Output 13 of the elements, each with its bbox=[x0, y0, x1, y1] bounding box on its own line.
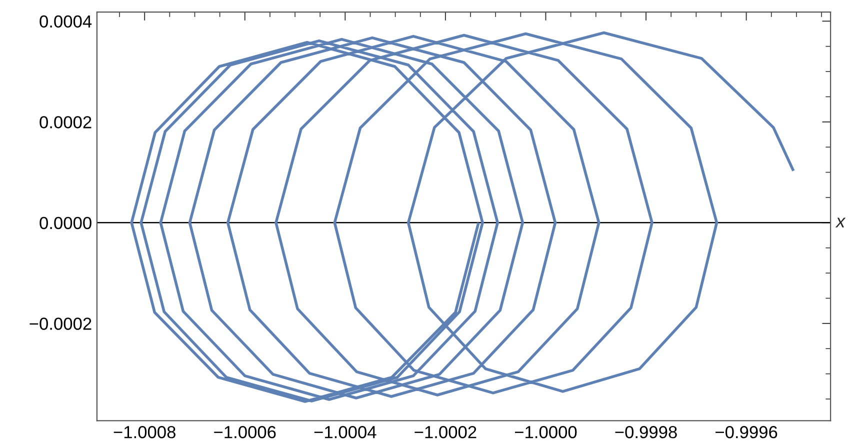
y-tick-label: −0.0002 bbox=[30, 318, 92, 330]
y-tick-label: 0.0004 bbox=[40, 15, 92, 28]
x-axis-title: x bbox=[835, 218, 846, 228]
y-tick-label: 0.0002 bbox=[40, 116, 92, 128]
x-tick-label: −1.0000 bbox=[514, 426, 577, 438]
x-tick-label: −1.0008 bbox=[114, 426, 176, 438]
x-tick-label: −0.9996 bbox=[716, 426, 778, 438]
x-tick-label: −0.9998 bbox=[615, 426, 677, 438]
y-tick-label: 0.0000 bbox=[40, 216, 92, 230]
line-series bbox=[130, 31, 795, 403]
x-tick-label: −1.0002 bbox=[414, 426, 476, 438]
x-tick-label: −1.0006 bbox=[214, 426, 276, 438]
x-tick-label: −1.0004 bbox=[314, 426, 376, 438]
